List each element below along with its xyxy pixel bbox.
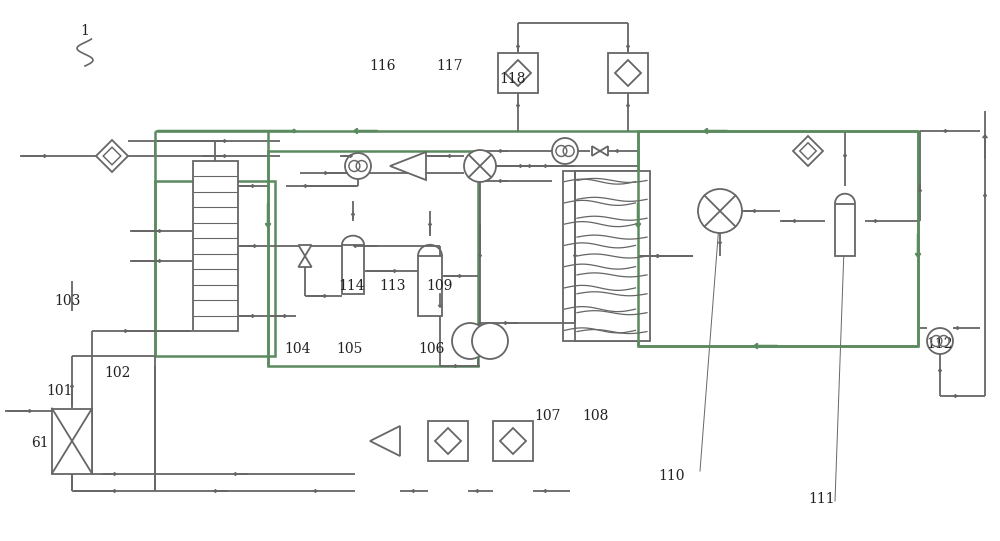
- Bar: [638, 131, 918, 346]
- Bar: [493, 421, 533, 461]
- Bar: [155, 181, 275, 356]
- Polygon shape: [505, 60, 531, 86]
- Circle shape: [552, 138, 578, 164]
- Circle shape: [464, 150, 496, 182]
- Text: 108: 108: [582, 409, 608, 423]
- Text: 118: 118: [500, 72, 526, 86]
- Circle shape: [472, 323, 508, 359]
- Bar: [428, 421, 468, 461]
- Polygon shape: [96, 140, 128, 172]
- Polygon shape: [390, 152, 426, 180]
- Text: 110: 110: [659, 469, 685, 483]
- Polygon shape: [592, 146, 608, 156]
- Bar: [52, 408, 92, 473]
- Text: 103: 103: [55, 294, 81, 308]
- Bar: [268, 151, 478, 366]
- Text: 117: 117: [437, 59, 463, 73]
- Text: 112: 112: [927, 337, 953, 351]
- Text: 104: 104: [285, 342, 311, 356]
- Text: 102: 102: [105, 366, 131, 380]
- Text: 114: 114: [339, 279, 365, 293]
- Text: 107: 107: [535, 409, 561, 423]
- Bar: [418, 256, 442, 316]
- Text: 109: 109: [427, 279, 453, 293]
- Circle shape: [927, 328, 953, 354]
- Circle shape: [452, 323, 488, 359]
- Text: 116: 116: [370, 59, 396, 73]
- Bar: [562, 171, 638, 341]
- Polygon shape: [615, 60, 641, 86]
- Text: 101: 101: [47, 384, 73, 398]
- Polygon shape: [298, 245, 312, 267]
- Circle shape: [698, 189, 742, 233]
- Text: 106: 106: [419, 342, 445, 356]
- Text: 61: 61: [31, 436, 49, 450]
- Bar: [192, 161, 238, 331]
- Circle shape: [345, 153, 371, 179]
- Text: 111: 111: [809, 492, 835, 506]
- Bar: [342, 245, 364, 294]
- Polygon shape: [793, 136, 823, 166]
- Bar: [498, 53, 538, 93]
- Polygon shape: [435, 428, 461, 454]
- Bar: [608, 53, 648, 93]
- Polygon shape: [500, 428, 526, 454]
- Bar: [835, 203, 855, 256]
- Text: 105: 105: [337, 342, 363, 356]
- Polygon shape: [370, 426, 400, 456]
- Text: 1: 1: [81, 24, 89, 38]
- Bar: [575, 171, 650, 341]
- Text: 113: 113: [380, 279, 406, 293]
